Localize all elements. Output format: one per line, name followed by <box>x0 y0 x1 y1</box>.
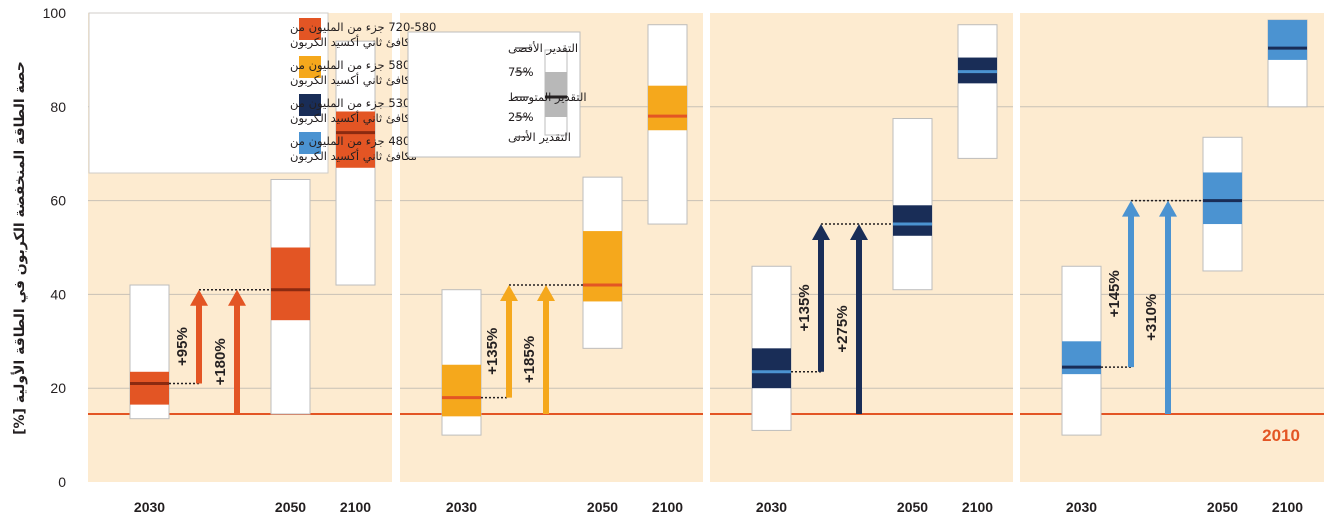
legend-stat-label: التقدير الأقصى <box>508 41 578 56</box>
legend-swatch <box>299 18 321 40</box>
legend-stat-label: التقدير الأدنى <box>508 130 571 145</box>
x-tick-label: 2030 <box>756 499 787 515</box>
box-interquartile <box>752 348 791 389</box>
y-tick-label: 80 <box>50 99 66 115</box>
increase-arrow-label: +135% <box>484 328 501 375</box>
x-tick-label: 2100 <box>1272 499 1303 515</box>
legend-swatch <box>299 56 321 78</box>
legend-statistics: التقدير الأقصى 75% التقدير المتوسط 25% التقد… <box>407 31 587 158</box>
x-tick-label: 2050 <box>275 499 306 515</box>
increase-arrow-label: +185% <box>521 336 538 383</box>
x-tick-label: 2100 <box>340 499 371 515</box>
legend-range-text: 580-530 جزء من المليون من <box>290 58 436 73</box>
legend-unit-text: مكافئ ثاني أكسيد الكربون <box>290 110 417 126</box>
baseline-label: 2010 <box>1262 426 1300 445</box>
box-interquartile <box>648 85 687 131</box>
y-axis-label: حصة الطاقة المنخفضة الكربون في الطاقة ال… <box>11 61 28 435</box>
increase-arrow-head <box>1122 200 1140 217</box>
box-whisker-range <box>957 24 998 159</box>
increase-arrow-label: +310% <box>1143 294 1160 341</box>
legend-unit-text: مكافئ ثاني أكسيد الكربون <box>290 34 417 50</box>
y-tick-label: 40 <box>50 286 66 302</box>
legend-sample-iqr <box>545 72 567 117</box>
increase-arrow-head <box>850 224 868 241</box>
box-interquartile <box>336 111 375 168</box>
increase-arrow-label: +180% <box>212 338 229 385</box>
box-interquartile <box>442 364 481 417</box>
box-interquartile <box>271 247 310 321</box>
x-tick-label: 2050 <box>897 499 928 515</box>
legend-swatch <box>299 132 321 154</box>
box-interquartile <box>130 371 169 405</box>
legend-scenarios-box <box>88 12 329 174</box>
legend-unit-text: مكافئ ثاني أكسيد الكربون <box>290 72 417 88</box>
legend-stat-label: 75% <box>508 65 534 79</box>
legend-swatch <box>299 94 321 116</box>
increase-arrow-head <box>228 289 246 306</box>
x-tick-label: 2050 <box>587 499 618 515</box>
box-interquartile <box>893 205 932 236</box>
box-interquartile <box>1268 20 1307 60</box>
x-tick-label: 2100 <box>652 499 683 515</box>
x-tick-label: 2050 <box>1207 499 1238 515</box>
increase-arrow-head <box>812 224 830 241</box>
y-tick-label: 20 <box>50 380 66 396</box>
legend-range-text: 530-480 جزء من المليون من <box>290 96 436 111</box>
y-tick-label: 0 <box>58 474 66 490</box>
x-tick-label: 2030 <box>446 499 477 515</box>
x-tick-label: 2100 <box>962 499 993 515</box>
legend-range-text: 480-430 جزء من المليون من <box>290 134 436 149</box>
y-tick-label: 100 <box>43 5 67 21</box>
legend-range-text: 720-580 جزء من المليون من <box>290 20 436 35</box>
box-whisker-range <box>892 118 933 291</box>
legend-unit-text: مكافئ ثاني أكسيد الكربون <box>290 148 417 164</box>
box-interquartile <box>583 231 622 302</box>
box-interquartile <box>1203 172 1242 225</box>
legend-stat-label: 25% <box>508 110 534 124</box>
y-tick-label: 60 <box>50 193 66 209</box>
x-tick-label: 2030 <box>1066 499 1097 515</box>
increase-arrow-head <box>500 285 518 302</box>
increase-arrow-label: +135% <box>796 284 813 331</box>
increase-arrow-head <box>1159 200 1177 217</box>
increase-arrow-head <box>537 285 555 302</box>
legend-stat-label: التقدير المتوسط <box>508 90 587 105</box>
increase-arrow-head <box>190 289 208 306</box>
x-tick-label: 2030 <box>134 499 165 515</box>
box-interquartile <box>1062 341 1101 375</box>
increase-arrow-label: +145% <box>1106 270 1123 317</box>
increase-arrow-label: +95% <box>174 327 191 366</box>
increase-arrow-label: +275% <box>834 305 851 352</box>
